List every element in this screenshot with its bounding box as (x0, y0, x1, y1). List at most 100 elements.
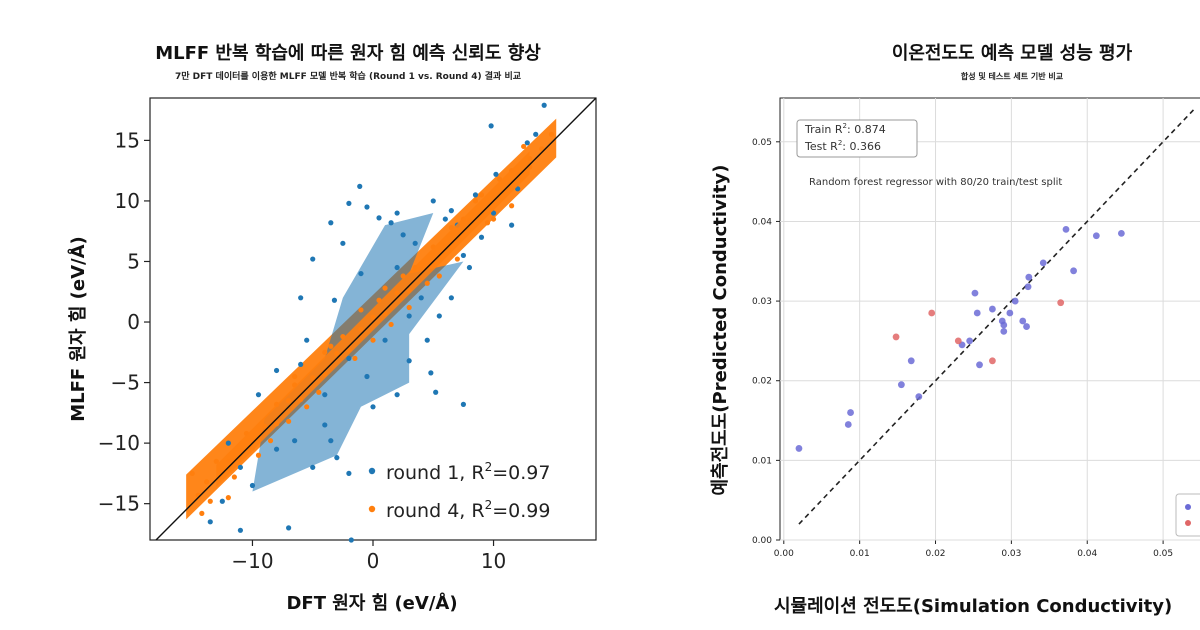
round1-point (364, 373, 370, 380)
legend-marker-round4 (368, 505, 376, 513)
train-point (844, 421, 852, 428)
legend-marker-train (1185, 504, 1191, 510)
left-chart-xlabel: DFT 원자 힘 (eV/Å) (286, 591, 457, 614)
round1-point (358, 270, 364, 277)
right-legend (1175, 493, 1200, 537)
round1-point (430, 198, 436, 204)
y-tick-label: 5 (127, 249, 140, 273)
round1-point (286, 525, 292, 531)
round1-point (322, 422, 328, 428)
round1-point (488, 123, 494, 129)
round1-point (541, 102, 547, 108)
round4-point (225, 495, 231, 501)
round1-point (255, 392, 262, 398)
round1-point (472, 192, 479, 198)
round4-point (539, 146, 545, 152)
round1-point (428, 370, 434, 376)
round4-point (267, 438, 274, 444)
right-chart-xlabel: 시뮬레이션 전도도(Simulation Conductivity) (774, 596, 1172, 617)
round1-point (310, 256, 316, 262)
round1-point (448, 295, 454, 301)
round1-point (490, 210, 497, 216)
left-chart: MLFF 반복 학습에 따른 원자 힘 예측 신뢰도 향상 7만 DFT 데이터… (66, 42, 597, 614)
round1-point (340, 240, 346, 246)
round4-point (490, 216, 497, 222)
round4-point (286, 418, 292, 424)
round4-point (454, 256, 460, 262)
x-tick-label: 0.05 (1153, 549, 1173, 559)
round1-point (448, 208, 454, 214)
round1-point (207, 519, 213, 525)
round1-point (406, 358, 412, 364)
round1-point (298, 295, 304, 301)
round4-point (322, 349, 328, 355)
left-chart-subtitle: 7만 DFT 데이터를 이용한 MLFF 모델 반복 학습 (Round 1 v… (175, 70, 521, 82)
round1-point (273, 367, 280, 374)
train-point (1039, 259, 1047, 267)
round1-point (346, 200, 352, 206)
round1-point (442, 216, 448, 222)
round1-point (237, 527, 244, 533)
x-tick-label: 0.03 (1001, 549, 1021, 559)
round4-point (207, 498, 213, 504)
y-tick-label: 0.03 (752, 297, 772, 307)
legend-label-round4: round 4, R2=0.99 (386, 498, 550, 522)
round4-point (189, 470, 195, 476)
y-tick-label: 0.04 (752, 217, 772, 227)
round4-point (199, 510, 205, 516)
train-point (966, 337, 974, 345)
round1-point (533, 131, 539, 137)
round1-point (382, 337, 388, 343)
round1-point (418, 295, 424, 301)
round1-point (310, 464, 316, 470)
round4-point (484, 220, 491, 226)
train-point (847, 409, 854, 416)
round4-point (406, 304, 412, 311)
round1-point (273, 446, 280, 452)
round4-point (370, 337, 376, 343)
train-point (1000, 321, 1008, 329)
round1-point (394, 392, 400, 398)
round1-point (348, 537, 354, 543)
round1-point (466, 264, 473, 271)
right-chart: 이온전도도 예측 모델 성능 평가 합성 및 테스트 세트 기반 비교 0.00… (710, 43, 1200, 617)
train-point (1011, 297, 1019, 305)
round4-point (382, 285, 388, 291)
round4-point (388, 321, 394, 328)
round1-point (370, 404, 376, 410)
y-tick-label: 10 (115, 189, 140, 213)
y-tick-label: −5 (111, 371, 140, 395)
round1-point (292, 438, 298, 444)
train-point (976, 361, 983, 369)
round1-point (524, 140, 530, 146)
x-tick-label: 0.01 (850, 549, 870, 559)
train-point (1000, 327, 1008, 335)
right-chart-ylabel: 예측전도도(Predicted Conductivity) (710, 165, 731, 496)
x-tick-label: 0.04 (1077, 549, 1097, 559)
round4-point (316, 389, 322, 395)
round4-point (213, 458, 219, 464)
round4-point (509, 203, 515, 209)
round1-point (509, 222, 515, 228)
train-point (989, 305, 996, 313)
train-point (1117, 229, 1125, 237)
round1-point (433, 389, 439, 395)
y-tick-label: −10 (98, 431, 140, 455)
train-point (1092, 232, 1100, 240)
train-point (915, 393, 923, 401)
round1-point (346, 470, 352, 476)
right-stats-box: Train R2: 0.874 Test R2: 0.366 (796, 119, 918, 158)
round1-point (225, 440, 231, 446)
test-point (892, 333, 900, 341)
x-tick-label: 0.00 (774, 549, 794, 559)
round4-point (548, 131, 555, 137)
test-point (1057, 299, 1065, 307)
legend-marker-round1 (368, 467, 376, 475)
right-chart-title: 이온전도도 예측 모델 성능 평가 (892, 43, 1133, 64)
train-point (1024, 283, 1032, 291)
test-point (989, 357, 996, 365)
train-point (1062, 226, 1070, 233)
right-annotation: Random forest regressor with 80/20 train… (809, 177, 1062, 188)
identity-line (155, 97, 597, 541)
right-plot-frame (779, 97, 1200, 541)
